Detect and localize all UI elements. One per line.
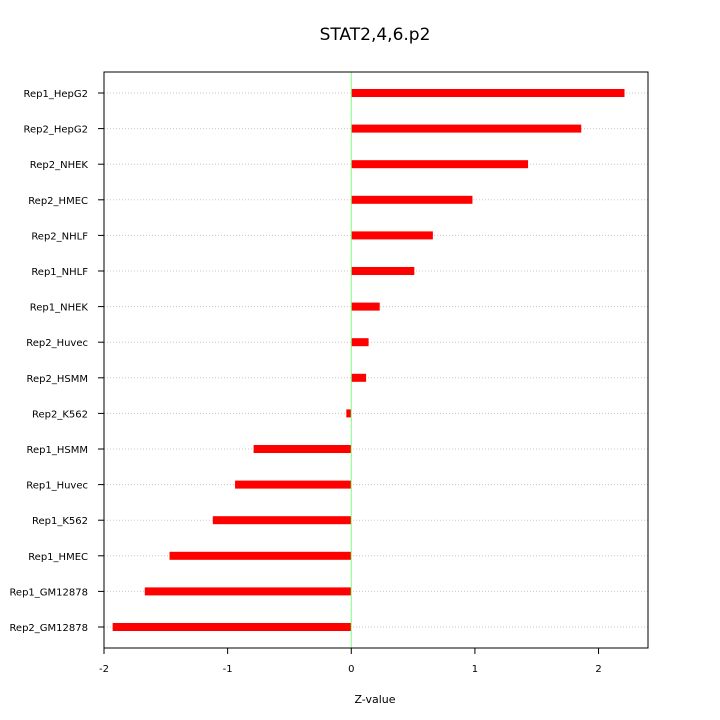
- category-label: Rep2_NHEK: [30, 160, 89, 171]
- x-tick-label: -1: [223, 664, 233, 675]
- bars-group: [112, 89, 625, 631]
- category-label: Rep2_NHLF: [31, 231, 88, 242]
- bar-rep2-hsmm: [351, 373, 367, 382]
- bar-rep2-nhek: [351, 160, 529, 169]
- bar-rep1-hmec: [169, 551, 352, 560]
- bar-rep1-gm12878: [144, 587, 352, 596]
- x-tick-label: 0: [348, 664, 354, 675]
- category-label: Rep1_GM12878: [9, 587, 88, 598]
- plot-frame: [103, 71, 649, 649]
- category-label: Rep1_K562: [32, 516, 88, 527]
- category-labels: Rep1_HepG2 Rep2_HepG2 Rep2_NHEK Rep2_HMEC Re…: [9, 89, 104, 634]
- bar-rep1-huvec: [235, 480, 352, 489]
- bar-rep2-gm12878: [112, 623, 352, 631]
- bar-rep2-hmec: [351, 195, 473, 204]
- grid-lines: [104, 92, 648, 628]
- category-label: Rep1_NHLF: [31, 267, 88, 278]
- category-label: Rep2_HSMM: [27, 374, 88, 385]
- bar-rep1-k562: [212, 516, 352, 525]
- category-label: Rep1_HepG2: [24, 89, 89, 100]
- category-label: Rep2_Huvec: [26, 338, 88, 349]
- category-label: Rep2_K562: [32, 409, 88, 420]
- x-tick-label: 1: [472, 664, 478, 675]
- category-label: Rep1_HSMM: [27, 445, 88, 456]
- category-label: Rep2_GM12878: [9, 623, 88, 634]
- bar-rep2-k562: [346, 409, 352, 418]
- category-label: Rep2_HepG2: [24, 125, 89, 136]
- chart-title: STAT2,4,6.p2: [320, 25, 431, 45]
- bar-rep1-nhlf: [351, 267, 415, 275]
- category-label: Rep2_HMEC: [28, 196, 88, 207]
- x-axis: -2 -1 0 1 2: [99, 648, 602, 675]
- category-label: Rep1_Huvec: [26, 481, 88, 492]
- bar-rep1-hepg2: [351, 89, 625, 97]
- bar-rep2-huvec: [351, 338, 369, 347]
- bar-rep2-hepg2: [351, 124, 582, 133]
- category-label: Rep1_NHEK: [30, 303, 89, 314]
- x-tick-label: 2: [595, 664, 601, 675]
- bar-rep1-nhek: [351, 302, 380, 311]
- bar-rep1-hsmm: [253, 445, 352, 453]
- x-tick-label: -2: [99, 664, 109, 675]
- category-label: Rep1_HMEC: [28, 552, 88, 563]
- x-axis-label: Z-value: [354, 693, 395, 706]
- bar-rep2-nhlf: [351, 231, 433, 240]
